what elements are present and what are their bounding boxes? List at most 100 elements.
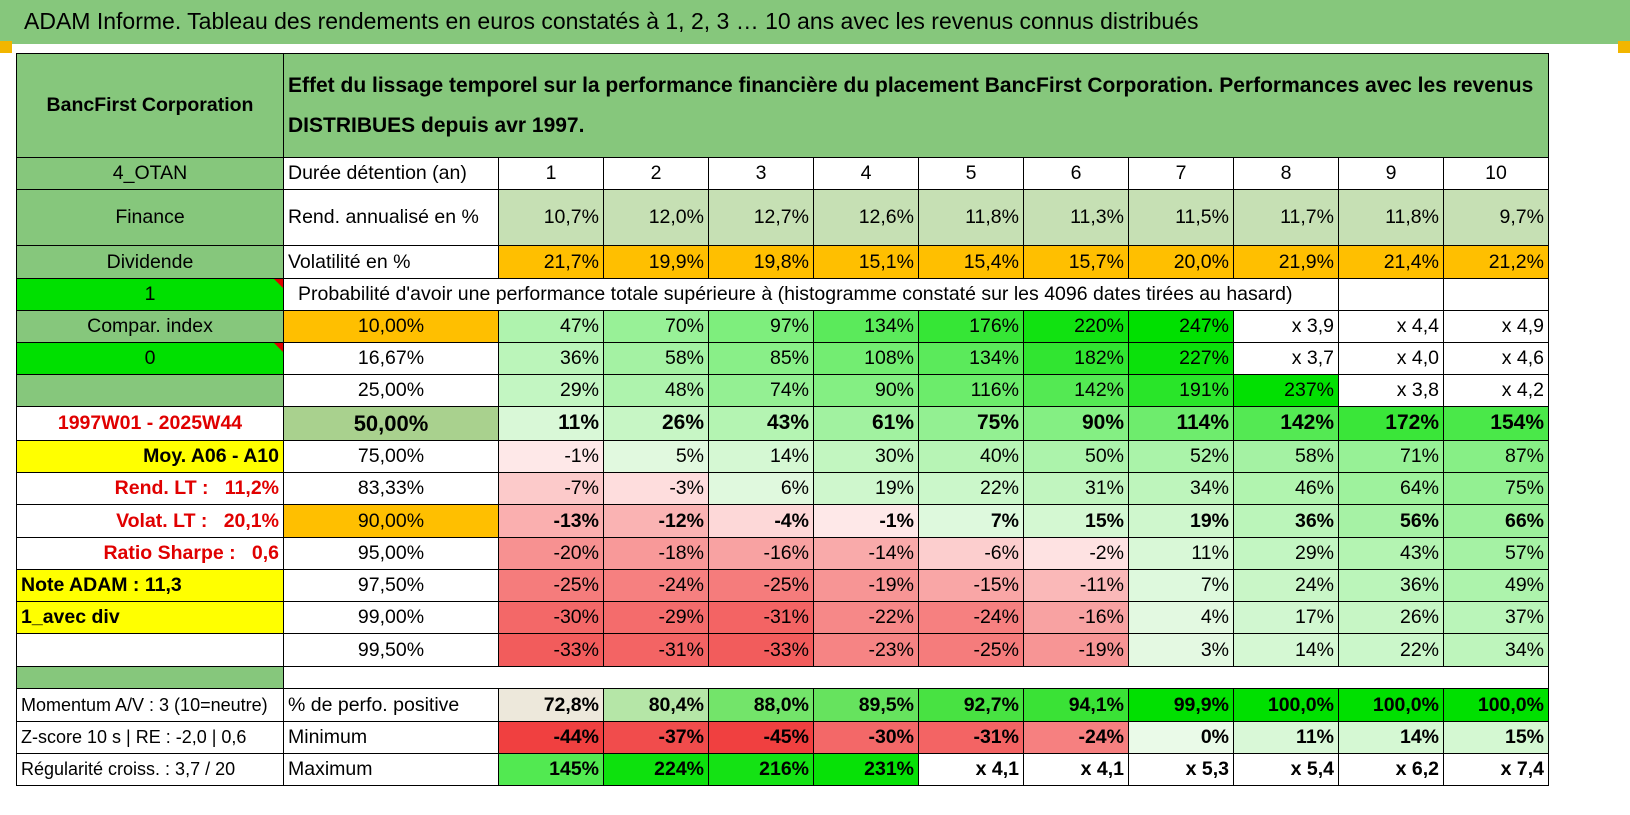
momentum-info: Momentum A/V : 3 (10=neutre) bbox=[16, 688, 284, 722]
positive-cell: 100,0% bbox=[1233, 688, 1339, 722]
quantile-cell: -31% bbox=[603, 633, 709, 667]
quantile-cell: 247% bbox=[1128, 310, 1234, 343]
positive-cell: 88,0% bbox=[708, 688, 814, 722]
positive-cell: 92,7% bbox=[918, 688, 1024, 722]
quantile-cell: 11% bbox=[498, 406, 604, 441]
quantile-cell: 48% bbox=[603, 374, 709, 407]
rend-cell: 12,0% bbox=[603, 189, 709, 246]
volat-lt: Volat. LT : 20,1% bbox=[16, 504, 284, 538]
quantile-cell: x 3,7 bbox=[1233, 342, 1339, 375]
quantile-cell: 22% bbox=[918, 472, 1024, 505]
quantile-cell: 70% bbox=[603, 310, 709, 343]
empty-cell bbox=[1443, 278, 1549, 311]
quantile-label: 99,00% bbox=[283, 601, 499, 634]
quantile-cell: 30% bbox=[813, 440, 919, 473]
rend-cell: 12,7% bbox=[708, 189, 814, 246]
quantile-label: 83,33% bbox=[283, 472, 499, 505]
quantile-cell: 154% bbox=[1443, 406, 1549, 441]
quantile-cell: 31% bbox=[1023, 472, 1129, 505]
probability-header: Probabilité d'avoir une performance tota… bbox=[283, 278, 1339, 311]
positive-cell: 80,4% bbox=[603, 688, 709, 722]
quantile-cell: -12% bbox=[603, 504, 709, 538]
quantile-cell: 34% bbox=[1128, 472, 1234, 505]
quantile-cell: 7% bbox=[918, 504, 1024, 538]
quantile-cell: 182% bbox=[1023, 342, 1129, 375]
positive-cell: 89,5% bbox=[813, 688, 919, 722]
quantile-cell: -3% bbox=[603, 472, 709, 505]
quantile-cell: 108% bbox=[813, 342, 919, 375]
quantile-cell: 46% bbox=[1233, 472, 1339, 505]
quantile-label: 90,00% bbox=[283, 504, 499, 538]
quantile-cell: 19% bbox=[1128, 504, 1234, 538]
rend-cell: 11,7% bbox=[1233, 189, 1339, 246]
flag-zero: 0 bbox=[16, 342, 284, 375]
quantile-cell: 7% bbox=[1128, 569, 1234, 602]
minimum-cell: -24% bbox=[1023, 721, 1129, 754]
spacer-row bbox=[283, 666, 1549, 689]
minimum-cell: -37% bbox=[603, 721, 709, 754]
minimum-cell: 15% bbox=[1443, 721, 1549, 754]
quantile-cell: 237% bbox=[1233, 374, 1339, 407]
duration-label: Durée détention (an) bbox=[283, 157, 499, 190]
spacer-green-cell bbox=[16, 666, 284, 689]
quantile-cell: 6% bbox=[708, 472, 814, 505]
duration-cell: 2 bbox=[603, 157, 709, 190]
quantile-cell: -19% bbox=[813, 569, 919, 602]
quantile-cell: 75% bbox=[918, 406, 1024, 441]
quantile-cell: x 4,2 bbox=[1443, 374, 1549, 407]
avec-div-label: 1_avec div bbox=[16, 601, 284, 634]
quantile-label: 99,50% bbox=[283, 633, 499, 667]
quantile-cell: 172% bbox=[1338, 406, 1444, 441]
rend-lt: Rend. LT : 11,2% bbox=[16, 472, 284, 505]
maximum-cell: x 7,4 bbox=[1443, 753, 1549, 786]
vol-label: Volatilité en % bbox=[283, 245, 499, 279]
rend-lt-label: Rend. LT : bbox=[114, 477, 209, 500]
period-range: 1997W01 - 2025W44 bbox=[16, 406, 284, 441]
minimum-cell: -30% bbox=[813, 721, 919, 754]
sheet-corner-marker-left bbox=[0, 41, 12, 53]
sector: Finance bbox=[16, 189, 284, 246]
quantile-cell: -18% bbox=[603, 537, 709, 570]
rend-cell: 11,8% bbox=[918, 189, 1024, 246]
vol-cell: 15,1% bbox=[813, 245, 919, 279]
quantile-cell: -13% bbox=[498, 504, 604, 538]
vol-cell: 20,0% bbox=[1128, 245, 1234, 279]
quantile-cell: 40% bbox=[918, 440, 1024, 473]
minimum-cell: 0% bbox=[1128, 721, 1234, 754]
quantile-cell: -11% bbox=[1023, 569, 1129, 602]
minimum-label: Minimum bbox=[283, 721, 499, 754]
quantile-cell: -6% bbox=[918, 537, 1024, 570]
ticker-code: 4_OTAN bbox=[16, 157, 284, 190]
table-description: Effet du lissage temporel sur la perform… bbox=[283, 53, 1549, 158]
quantile-cell: 71% bbox=[1338, 440, 1444, 473]
quantile-cell: 26% bbox=[603, 406, 709, 441]
vol-cell: 21,7% bbox=[498, 245, 604, 279]
maximum-cell: x 4,1 bbox=[1023, 753, 1129, 786]
maximum-cell: x 5,4 bbox=[1233, 753, 1339, 786]
quantile-cell: 66% bbox=[1443, 504, 1549, 538]
quantile-cell: 87% bbox=[1443, 440, 1549, 473]
maximum-cell: 224% bbox=[603, 753, 709, 786]
quantile-cell: -33% bbox=[708, 633, 814, 667]
duration-cell: 5 bbox=[918, 157, 1024, 190]
quantile-cell: x 4,6 bbox=[1443, 342, 1549, 375]
maximum-cell: x 5,3 bbox=[1128, 753, 1234, 786]
maximum-cell: 145% bbox=[498, 753, 604, 786]
quantile-cell: 114% bbox=[1128, 406, 1234, 441]
quantile-cell: 134% bbox=[918, 342, 1024, 375]
duration-cell: 10 bbox=[1443, 157, 1549, 190]
positive-cell: 99,9% bbox=[1128, 688, 1234, 722]
quantile-cell: 26% bbox=[1338, 601, 1444, 634]
quantile-cell: 11% bbox=[1128, 537, 1234, 570]
quantile-cell: 43% bbox=[708, 406, 814, 441]
quantile-cell: -14% bbox=[813, 537, 919, 570]
quantile-cell: -25% bbox=[708, 569, 814, 602]
quantile-label: 97,50% bbox=[283, 569, 499, 602]
sharpe-ratio: Ratio Sharpe : 0,6 bbox=[16, 537, 284, 570]
quantile-cell: 61% bbox=[813, 406, 919, 441]
sharpe-label: Ratio Sharpe : bbox=[103, 542, 236, 565]
investment-type: Dividende bbox=[16, 245, 284, 279]
quantile-cell: 36% bbox=[1233, 504, 1339, 538]
quantile-cell: 176% bbox=[918, 310, 1024, 343]
quantile-cell: -24% bbox=[918, 601, 1024, 634]
